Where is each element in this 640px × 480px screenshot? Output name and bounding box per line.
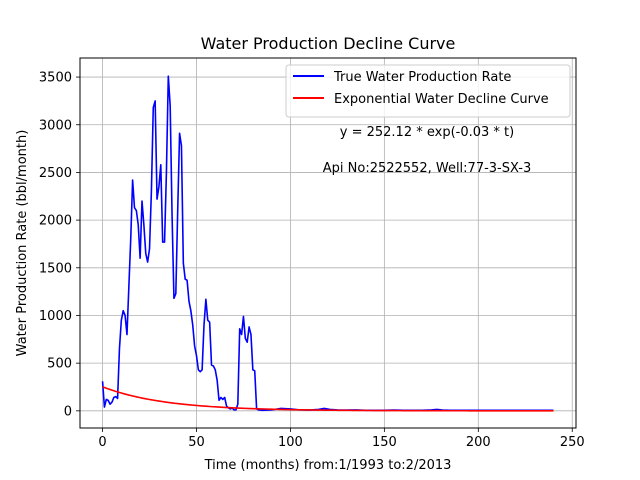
y-tick-label: 3000	[39, 118, 72, 133]
y-tick-label: 500	[47, 357, 72, 372]
y-tick-label: 1500	[39, 261, 72, 276]
x-tick-label: 200	[466, 435, 491, 450]
x-tick-label: 100	[278, 435, 303, 450]
x-axis-label: Time (months) from:1/1993 to:2/2013	[204, 458, 452, 473]
y-tick-label: 0	[64, 404, 72, 419]
y-tick-label: 3500	[39, 71, 72, 86]
equation-annotation: y = 252.12 * exp(-0.03 * t)	[340, 125, 514, 140]
series-exponential-water-decline-curve	[102, 386, 554, 412]
y-tick-label: 1000	[39, 309, 72, 324]
legend-box	[285, 64, 571, 118]
legend-label-exponential: Exponential Water Decline Curve	[334, 92, 549, 107]
y-axis-ticks: 0 500 1000 1500 2000 2500 3000 3500	[39, 71, 80, 419]
y-axis-label: Water Production Rate (bbl/month)	[15, 130, 30, 357]
y-tick-label: 2000	[39, 214, 72, 229]
plot-frame	[79, 57, 577, 429]
x-tick-label: 150	[372, 435, 397, 450]
legend-label-true-rate: True Water Production Rate	[333, 70, 511, 85]
legend: True Water Production Rate Exponential W…	[285, 64, 571, 118]
well-annotation: Api No:2522552, Well:77-3-SX-3	[323, 161, 531, 176]
x-axis-ticks: 0 50 100 150 200 250	[98, 428, 585, 450]
y-tick-label: 2500	[39, 166, 72, 181]
series-lines	[101, 75, 554, 412]
x-tick-label: 250	[560, 435, 585, 450]
x-tick-label: 0	[98, 435, 106, 450]
x-tick-label: 50	[188, 435, 205, 450]
chart-title: Water Production Decline Curve	[201, 34, 456, 53]
